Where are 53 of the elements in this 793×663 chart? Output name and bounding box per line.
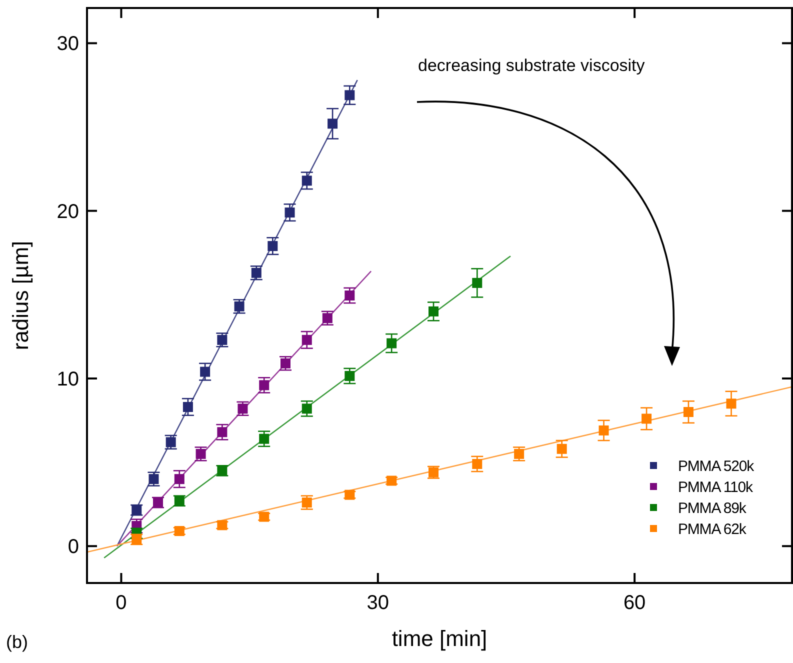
y-tick-label: 10 — [56, 368, 79, 390]
point — [259, 380, 270, 390]
point — [280, 358, 290, 368]
point — [302, 498, 312, 508]
point — [428, 306, 439, 316]
point — [386, 476, 397, 486]
point — [268, 241, 278, 252]
y-tick-label: 20 — [56, 200, 79, 223]
x-tick-label: 0 — [116, 592, 127, 614]
legend-label: PMMA 89k — [678, 500, 747, 517]
y-tick-label: 30 — [56, 33, 79, 56]
point — [148, 474, 159, 484]
point — [166, 437, 176, 448]
y-axis-title: radius [µm] — [8, 240, 33, 350]
point — [472, 458, 482, 469]
point — [386, 338, 397, 348]
point — [302, 334, 312, 345]
x-tick-label: 60 — [623, 592, 646, 614]
point — [234, 301, 244, 312]
x-tick-label: 30 — [366, 592, 390, 614]
point — [556, 444, 567, 454]
legend-label: PMMA 110k — [678, 479, 754, 496]
legend-label: PMMA 520k — [678, 458, 755, 475]
point — [259, 434, 270, 444]
point — [302, 404, 312, 414]
point — [344, 370, 355, 381]
point — [259, 512, 270, 522]
point — [217, 334, 228, 345]
point — [217, 427, 228, 438]
point — [598, 425, 609, 436]
text: (b) — [6, 632, 28, 652]
point — [174, 474, 184, 484]
point — [726, 398, 736, 409]
annotation: decreasing substrate viscosity — [418, 56, 646, 75]
point — [514, 448, 524, 459]
legend-label: PMMA 62k — [678, 521, 747, 538]
y-tick-label: 0 — [68, 536, 79, 558]
point — [302, 176, 312, 186]
point — [344, 90, 355, 100]
point — [196, 448, 206, 459]
point — [238, 404, 248, 414]
point — [472, 278, 482, 288]
point — [182, 402, 193, 412]
point — [251, 268, 262, 278]
point — [322, 313, 332, 324]
point — [344, 290, 355, 300]
point — [683, 407, 694, 418]
point — [174, 526, 184, 536]
point — [284, 208, 295, 218]
point — [200, 366, 210, 377]
x-axis-title: time [min] — [392, 626, 488, 651]
point — [642, 414, 652, 424]
point — [328, 118, 338, 129]
